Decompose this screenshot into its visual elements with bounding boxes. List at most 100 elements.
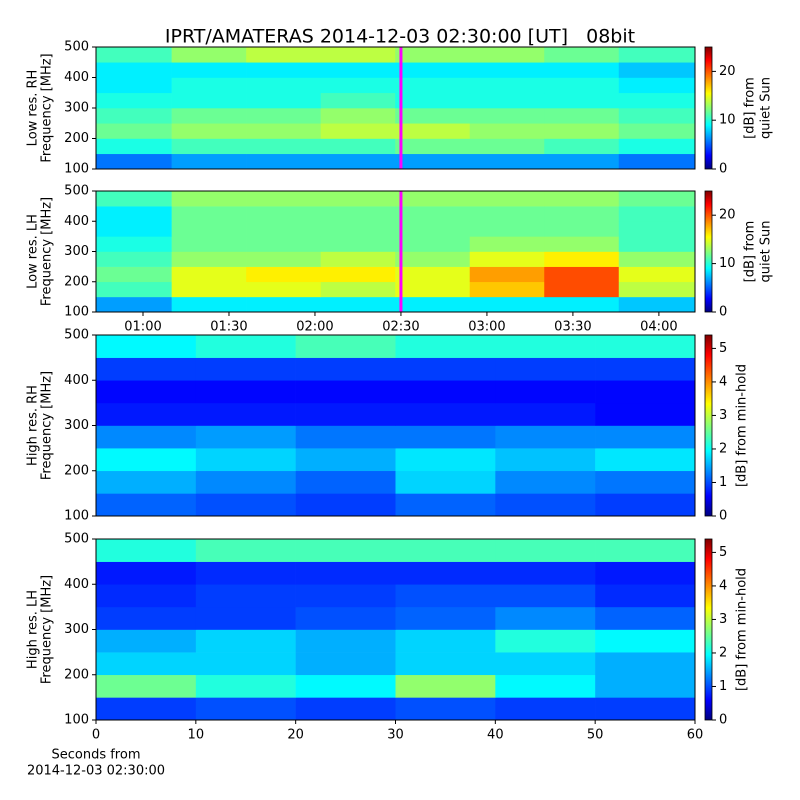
heatmap-cell (96, 236, 172, 252)
heatmap-cell (320, 251, 396, 267)
heatmap-cell (171, 108, 247, 124)
chart-title: IPRT/AMATERAS 2014-12-03 02:30:00 [UT] 0… (165, 26, 635, 48)
colorbar (704, 190, 713, 313)
heatmap-cell (495, 380, 596, 404)
heatmap-cell (246, 221, 321, 237)
heatmap-cell (246, 266, 321, 283)
heatmap-cell (195, 380, 296, 404)
y-tick-label: 200 (64, 667, 89, 682)
heatmap-cell (395, 561, 496, 585)
colorbar-tick-label: 0 (719, 162, 727, 177)
heatmap-cell (395, 380, 496, 404)
heatmap-cell (395, 539, 496, 562)
heatmap-cell (320, 206, 396, 222)
heatmap-cell (544, 191, 620, 207)
heatmap-cell (595, 697, 696, 721)
heatmap-cell (595, 493, 696, 517)
heatmap-cell (96, 606, 197, 630)
heatmap-cell (96, 153, 172, 170)
y-tick-label: 300 (64, 622, 89, 637)
heatmap-cell (320, 92, 396, 109)
heatmap-cell (195, 539, 296, 562)
heatmap-cell (96, 425, 197, 449)
heatmap-cell (295, 380, 396, 404)
heatmap-cell (469, 296, 545, 313)
heatmap-cell (469, 62, 545, 78)
heatmap-cell (320, 108, 396, 124)
heatmap-cell (618, 251, 696, 267)
y-tick-label: 200 (64, 463, 89, 478)
heatmap-cell (195, 402, 296, 426)
heatmap-cell (295, 652, 396, 676)
heatmap-cell (495, 335, 596, 358)
heatmap-cell (195, 493, 296, 517)
heatmap-cell (495, 584, 596, 608)
y-tick-label: 100 (64, 305, 89, 320)
heatmap-cell (295, 606, 396, 630)
heatmap-cell (320, 123, 396, 139)
heatmap-cell (320, 77, 396, 94)
heatmap-cell (495, 539, 596, 562)
heatmap-cell (469, 108, 545, 124)
colorbar-tick-label: 2 (719, 645, 727, 660)
heatmap-cell (246, 153, 321, 170)
heatmap-cell (295, 402, 396, 426)
colorbar-label: [dB] from min-hold (735, 364, 750, 487)
x-tick-label: 30 (387, 728, 404, 743)
heatmap-cell (495, 652, 596, 676)
heatmap-cell (195, 357, 296, 381)
heatmap-cell (595, 402, 696, 426)
colorbar-label: quiet Sun (759, 77, 774, 139)
y-axis-label: Frequency [MHz] (40, 371, 55, 480)
y-tick-label: 500 (64, 328, 89, 343)
heatmap-cell (544, 266, 620, 283)
heatmap-cell (618, 281, 696, 298)
heatmap-cell (544, 62, 620, 78)
y-axis-label: High res. RH (26, 385, 41, 466)
x-tick-label: 20 (287, 728, 304, 743)
heatmap-cell (320, 62, 396, 78)
heatmap-cell (320, 296, 396, 313)
heatmap-cell (618, 191, 696, 207)
heatmap-cell (618, 123, 696, 139)
heatmap-cell (96, 402, 197, 426)
heatmap-cell (595, 539, 696, 562)
heatmap-cell (495, 493, 596, 517)
heatmap-cell (618, 266, 696, 283)
heatmap-cell (246, 77, 321, 94)
x-axis-label: Seconds from (51, 748, 140, 763)
heatmap-cell (469, 92, 545, 109)
heatmap-cell (295, 697, 396, 721)
heatmap-cell (320, 236, 396, 252)
heatmap-cell (595, 629, 696, 653)
y-axis-label: Frequency [MHz] (40, 197, 55, 306)
x-tick-label: 03:00 (468, 320, 505, 335)
heatmap-cell (171, 206, 247, 222)
x-axis-label: 2014-12-03 02:30:00 (27, 764, 165, 779)
y-tick-label: 100 (64, 713, 89, 728)
heatmap-cell (495, 402, 596, 426)
heatmap-cell (469, 191, 545, 207)
heatmap-cell (195, 335, 296, 358)
heatmap-cell (295, 674, 396, 698)
heatmap-cell (96, 266, 172, 283)
heatmap-cell (96, 470, 197, 494)
colorbar-tick-label: 5 (719, 545, 727, 560)
heatmap-cell (469, 206, 545, 222)
heatmap-cell (295, 493, 396, 517)
heatmap-cell (195, 629, 296, 653)
heatmap-cell (544, 251, 620, 267)
y-axis-label: Low res. RH (26, 70, 41, 147)
heatmap-cell (96, 493, 197, 517)
heatmap-cell (595, 448, 696, 472)
colorbar-tick-label: 4 (719, 374, 727, 389)
heatmap-cell (96, 206, 172, 222)
heatmap-cell (96, 281, 172, 298)
heatmap-cell (295, 357, 396, 381)
colorbar-tick-label: 10 (719, 256, 736, 271)
y-axis-label: Frequency [MHz] (40, 575, 55, 684)
colorbar-tick-label: 1 (719, 679, 727, 694)
heatmap-cell (618, 77, 696, 94)
colorbar-tick-label: 4 (719, 578, 727, 593)
heatmap-cell (595, 425, 696, 449)
